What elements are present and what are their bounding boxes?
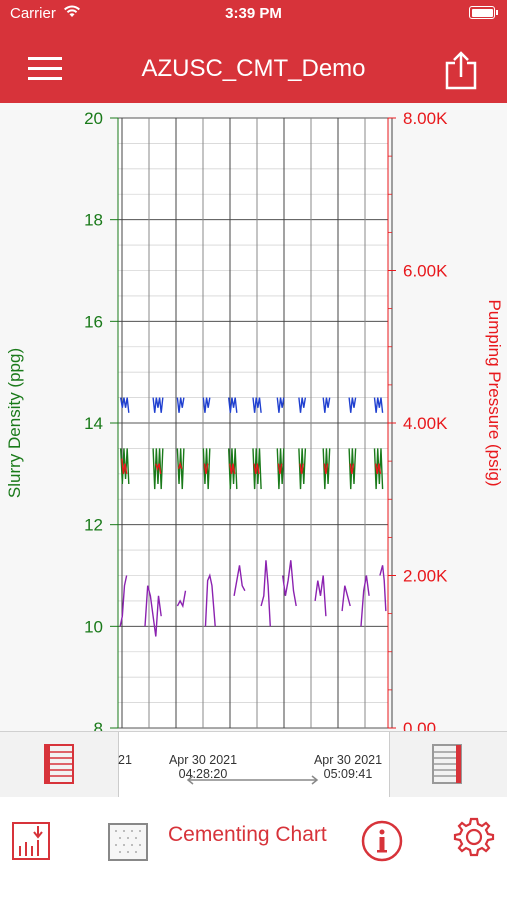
series-line	[276, 397, 285, 413]
series-line	[202, 397, 211, 413]
series-line	[177, 461, 183, 469]
bottom-toolbar: Cementing Chart	[0, 797, 507, 900]
series-line	[253, 463, 260, 474]
share-icon[interactable]	[444, 50, 478, 90]
right-tick-label: 8.00K	[403, 109, 448, 128]
series-line	[229, 463, 236, 474]
series-line	[348, 397, 357, 413]
series-line	[349, 463, 355, 474]
hamburger-icon	[28, 57, 62, 60]
clock-label: 3:39 PM	[225, 5, 282, 22]
range-partial-label: 21	[118, 753, 132, 767]
right-tick-label: 0.00	[403, 719, 436, 731]
series-line	[176, 397, 185, 413]
series-line	[298, 397, 307, 413]
series-line	[176, 590, 187, 609]
series-line	[276, 448, 285, 490]
series-line	[322, 448, 331, 490]
series-line	[228, 397, 238, 413]
series-line	[323, 463, 329, 474]
chart-svg[interactable]: 20 18 16 14 12 10 8 8.00K 6.00K 4.00K 2.00K 0.00 Slu…	[0, 103, 507, 738]
series-line	[260, 560, 271, 627]
settings-gear-icon[interactable]	[452, 815, 496, 859]
series-line	[298, 448, 307, 490]
range-window[interactable]	[118, 732, 390, 798]
series-line	[252, 397, 262, 413]
series-line	[152, 448, 164, 490]
carrier-label: Carrier	[10, 5, 56, 22]
right-tick-label: 6.00K	[403, 262, 448, 281]
range-arrow-icon[interactable]	[185, 775, 320, 785]
left-tick-label: 14	[84, 414, 103, 433]
right-tick-label: 2.00K	[403, 567, 448, 586]
series-line	[120, 397, 130, 413]
series-line	[277, 463, 283, 474]
time-range-bar[interactable]: 21 Apr 30 2021 04:28:20 Apr 30 2021 05:0…	[0, 731, 507, 799]
series-line	[299, 463, 304, 474]
scroll-left-icon[interactable]	[42, 742, 78, 786]
series-line	[204, 573, 216, 627]
series-line	[233, 565, 246, 596]
series-line	[348, 448, 357, 490]
series-line	[152, 397, 164, 413]
right-tick-label: 4.00K	[403, 414, 448, 433]
left-tick-label: 10	[84, 617, 103, 636]
left-tick-label: 20	[84, 109, 103, 128]
series-line	[379, 565, 387, 612]
scroll-right-icon[interactable]	[430, 742, 466, 786]
series-line	[341, 585, 351, 612]
left-tick-label: 12	[84, 516, 103, 535]
right-axis-title: Pumping Pressure (psig)	[485, 299, 504, 486]
range-end-label: Apr 30 2021 05:09:41	[313, 753, 383, 781]
menu-button[interactable]	[28, 55, 64, 81]
left-tick-label: 16	[84, 312, 103, 331]
series-line	[373, 397, 384, 413]
left-axis-title: Slurry Density (ppg)	[5, 348, 24, 498]
chart-export-icon[interactable]	[10, 820, 54, 864]
series-line	[121, 458, 128, 474]
series-line	[155, 463, 162, 474]
series-line	[202, 448, 211, 490]
series-line	[144, 585, 162, 637]
chart-title-label: Cementing Chart	[168, 823, 327, 846]
left-tick-label: 8	[94, 719, 103, 731]
left-tick-label: 18	[84, 211, 103, 230]
page-title: AZUSC_CMT_Demo	[141, 55, 366, 82]
cementing-chart[interactable]: 20 18 16 14 12 10 8 8.00K 6.00K 4.00K 2.00K 0.00 Slu…	[0, 103, 507, 738]
info-icon[interactable]	[359, 818, 405, 864]
battery-icon	[469, 6, 498, 19]
series-line	[322, 397, 331, 413]
wifi-icon	[64, 5, 80, 17]
series-line	[314, 575, 327, 617]
series-line	[282, 560, 297, 607]
series-line	[360, 575, 370, 627]
grid-pattern-icon[interactable]	[106, 821, 150, 863]
series-line	[374, 463, 382, 474]
series-line	[176, 448, 185, 490]
series-line	[119, 575, 128, 627]
app-header: Carrier 3:39 PM AZUSC_CMT_Demo	[0, 0, 507, 103]
series-line	[203, 463, 209, 474]
